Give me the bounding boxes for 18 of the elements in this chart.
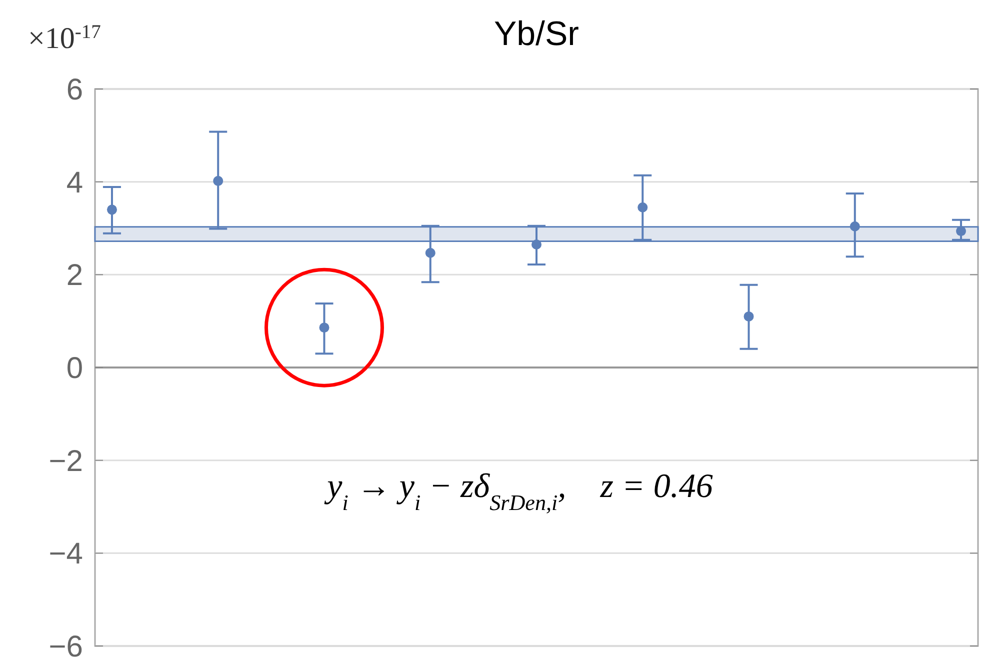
chart-title: Yb/Sr — [494, 15, 580, 53]
y-tick-label: −6 — [48, 630, 83, 659]
point — [106, 204, 117, 215]
point — [213, 176, 224, 186]
y-axis-title: ×10$^{-17}$ — [28, 22, 102, 55]
point — [638, 202, 648, 212]
y-tick-label: 0 — [66, 352, 83, 385]
annotation: y$_{i}$ → y$_{i}$ − zδ$_{SrDen,i}$, z = 0.46 — [324, 468, 713, 514]
y-tick-label: −2 — [48, 444, 83, 478]
point — [425, 248, 436, 258]
point — [744, 311, 754, 322]
point — [956, 226, 966, 236]
y-tick-label: −4 — [48, 538, 83, 571]
y-tick-label: 2 — [66, 259, 83, 292]
point — [850, 221, 860, 232]
point — [532, 239, 542, 250]
y-tick-label: 6 — [66, 74, 83, 106]
y-tick-label: 4 — [66, 166, 83, 200]
